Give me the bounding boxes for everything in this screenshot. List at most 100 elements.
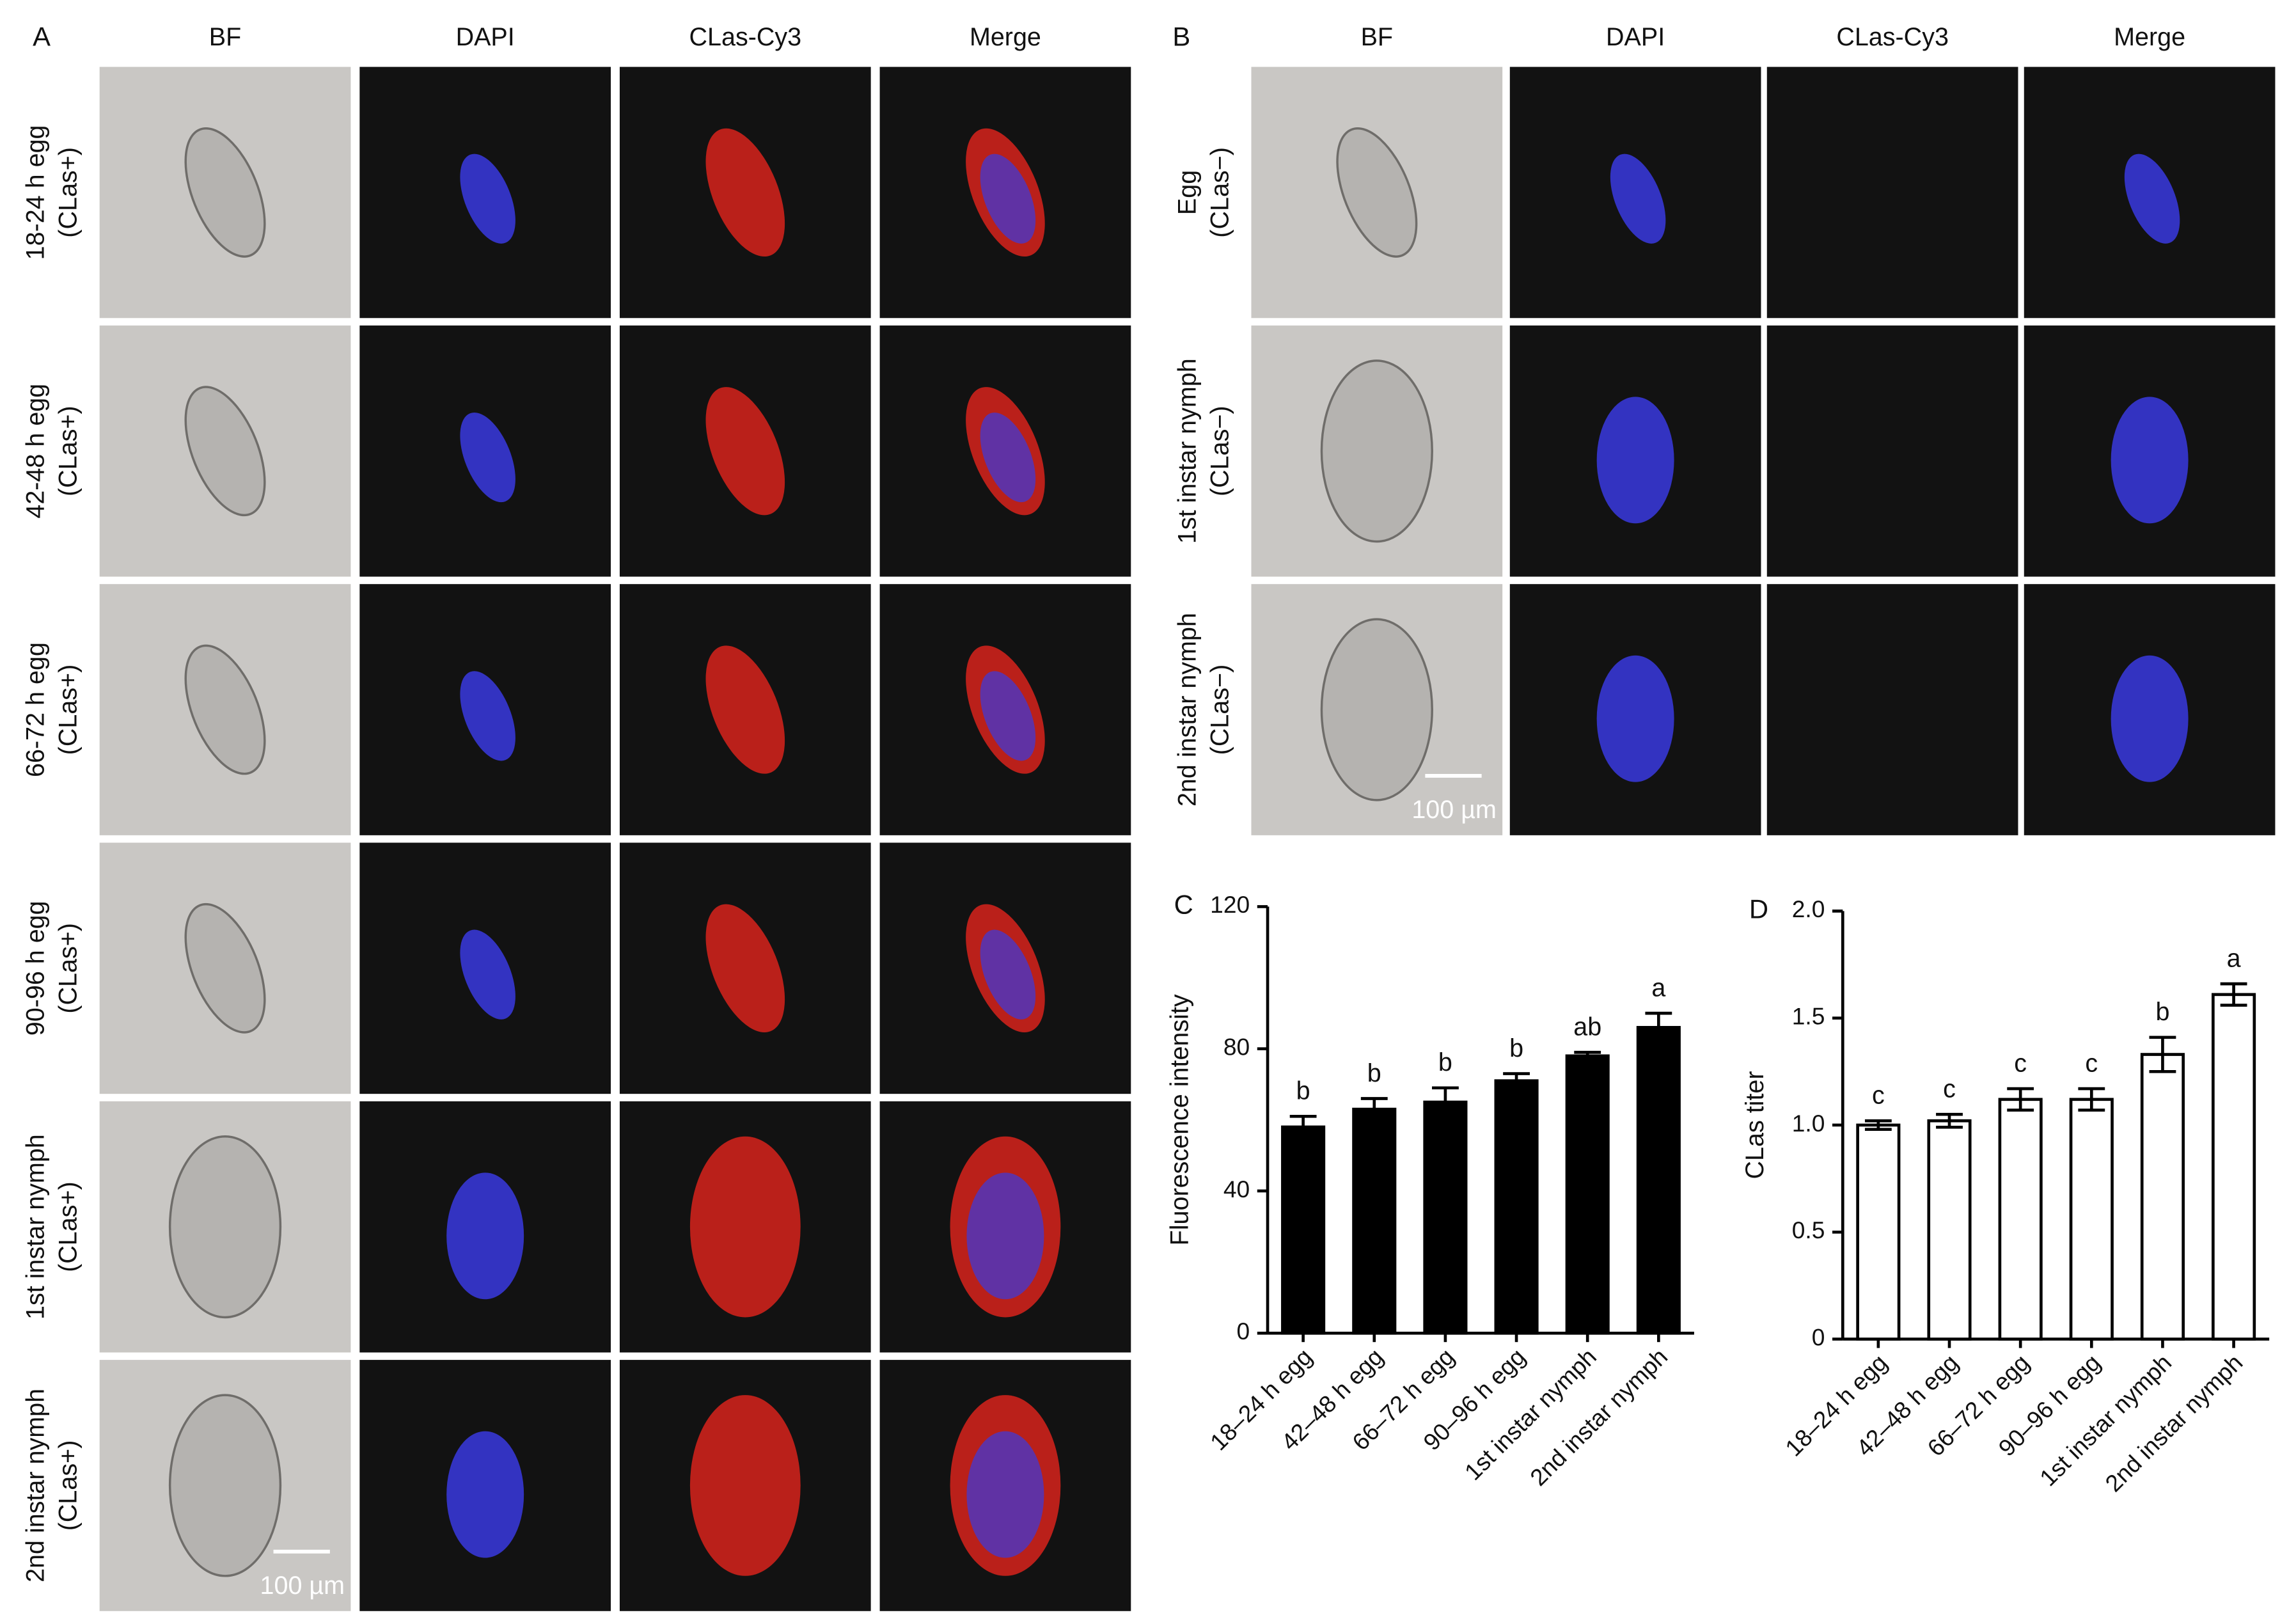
- column-header: CLas-Cy3: [689, 23, 801, 51]
- dapi-signal: [980, 671, 1036, 761]
- dapi-signal: [460, 412, 515, 503]
- column-header: BF: [209, 23, 241, 51]
- panel-label: A: [33, 21, 51, 51]
- specimen: [184, 386, 266, 517]
- specimen: [1320, 618, 1433, 801]
- panel-label: C: [1174, 889, 1193, 919]
- error-bar: [1360, 1097, 1388, 1122]
- row-label: 90-96 h egg: [22, 901, 50, 1036]
- significance-letter: b: [2155, 998, 2169, 1026]
- bar: [1636, 1026, 1681, 1335]
- column-header: Merge: [2114, 23, 2185, 51]
- cy3-signal: [705, 387, 785, 516]
- error-bar: [1864, 1119, 1892, 1131]
- error-bar: [1645, 1011, 1672, 1043]
- error-bar: [2149, 1036, 2176, 1073]
- row-label: (CLas−): [1206, 665, 1234, 755]
- row-label: (CLas+): [54, 665, 83, 755]
- specimen: [1336, 127, 1418, 258]
- row-label: (CLas+): [54, 1181, 83, 1272]
- scale-bar-label: 100 µm: [1411, 796, 1497, 824]
- bar: [2069, 1098, 2114, 1341]
- dapi-signal: [1596, 655, 1674, 782]
- bar: [2212, 993, 2256, 1341]
- panel-label: B: [1172, 21, 1190, 51]
- bar: [1856, 1123, 1901, 1341]
- cy3-signal: [689, 1395, 801, 1576]
- dapi-signal: [2111, 655, 2189, 782]
- dapi-signal: [966, 1172, 1044, 1300]
- dapi-signal: [966, 1431, 1044, 1558]
- significance-letter: ab: [1573, 1013, 1601, 1041]
- bar: [1423, 1100, 1468, 1335]
- significance-letter: a: [2227, 944, 2241, 972]
- error-bar: [1503, 1072, 1530, 1090]
- x-tick-label: 2nd instar nymph: [1525, 1343, 1672, 1491]
- dapi-signal: [460, 929, 515, 1020]
- row-label: (CLas+): [54, 147, 83, 238]
- row-label: 18-24 h egg: [22, 125, 50, 260]
- column-header: CLas-Cy3: [1836, 23, 1949, 51]
- row-label: 66-72 h egg: [22, 642, 50, 777]
- y-tick-label: 120: [1210, 891, 1250, 918]
- x-tick-label: 2nd instar nymph: [2100, 1349, 2247, 1497]
- significance-letter: b: [1296, 1077, 1310, 1105]
- significance-letter: b: [1367, 1059, 1381, 1087]
- error-bar: [2078, 1087, 2105, 1112]
- image-tile: [1766, 584, 2018, 835]
- y-tick-label: 80: [1223, 1034, 1250, 1060]
- row-label: Egg: [1173, 170, 1201, 215]
- y-tick-label: 1.0: [1792, 1110, 1825, 1137]
- error-bar: [1432, 1086, 1459, 1118]
- error-bar: [2007, 1087, 2034, 1112]
- specimen: [168, 1135, 282, 1319]
- dapi-signal: [980, 154, 1036, 244]
- bar: [1998, 1098, 2043, 1341]
- image-tile: [1766, 325, 2018, 577]
- row-label: (CLas+): [54, 1440, 83, 1531]
- dapi-signal: [980, 412, 1036, 503]
- significance-letter: a: [1651, 974, 1665, 1002]
- y-tick-label: 2.0: [1792, 895, 1825, 922]
- specimen: [168, 1394, 282, 1577]
- row-label: 2nd instar nymph: [22, 1389, 50, 1582]
- cy3-signal: [705, 128, 785, 257]
- cy3-signal: [705, 904, 785, 1032]
- bar: [1494, 1079, 1539, 1335]
- dapi-signal: [446, 1431, 524, 1558]
- column-header: BF: [1361, 23, 1393, 51]
- error-bar: [1574, 1050, 1601, 1061]
- y-tick-label: 0.5: [1792, 1217, 1825, 1243]
- specimen: [184, 903, 266, 1034]
- row-label: (CLas−): [1206, 147, 1234, 238]
- y-tick-label: 0: [1236, 1318, 1250, 1344]
- column-header: DAPI: [456, 23, 515, 51]
- y-tick-label: 40: [1223, 1176, 1250, 1202]
- significance-letter: c: [2014, 1049, 2027, 1077]
- error-bar: [1936, 1112, 1963, 1129]
- row-label: (CLas+): [54, 406, 83, 496]
- specimen: [184, 127, 266, 258]
- panel-label: D: [1749, 894, 1768, 924]
- y-axis-title: Fluorescence intensity: [1166, 994, 1194, 1245]
- column-header: DAPI: [1606, 23, 1665, 51]
- bar: [1352, 1107, 1397, 1335]
- x-tick-label: 1st instar nymph: [1459, 1343, 1601, 1485]
- row-label: (CLas+): [54, 923, 83, 1014]
- dapi-signal: [460, 154, 515, 244]
- row-label: 42-48 h egg: [22, 384, 50, 519]
- cy3-signal: [705, 645, 785, 774]
- significance-letter: c: [1872, 1082, 1885, 1110]
- scale-bar-label: 100 µm: [260, 1572, 345, 1600]
- image-tile: [1766, 67, 2018, 319]
- bar: [1281, 1125, 1326, 1335]
- dapi-signal: [460, 671, 515, 761]
- significance-letter: c: [1943, 1075, 1956, 1103]
- significance-letter: b: [1509, 1034, 1523, 1062]
- row-label: (CLas−): [1206, 406, 1234, 496]
- significance-letter: b: [1438, 1048, 1452, 1076]
- dapi-signal: [980, 929, 1036, 1020]
- x-tick-label: 1st instar nymph: [2034, 1349, 2176, 1491]
